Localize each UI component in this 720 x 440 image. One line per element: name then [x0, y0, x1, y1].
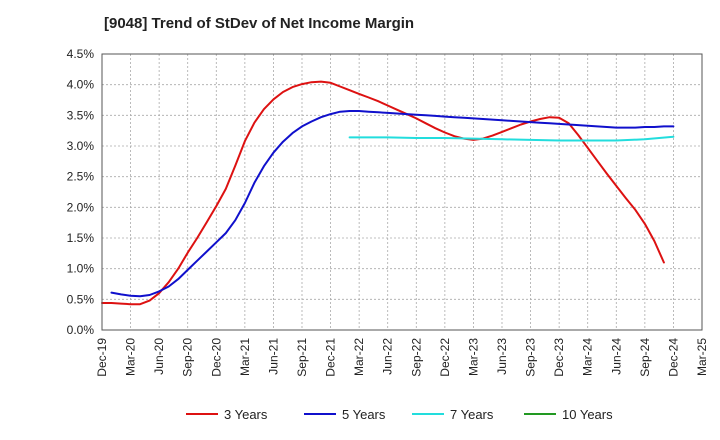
x-tick-label: Sep-24	[638, 338, 652, 377]
x-tick-label: Jun-21	[266, 338, 280, 375]
x-tick-label: Mar-21	[238, 338, 252, 376]
y-tick-label: 1.5%	[67, 231, 95, 245]
grid-lines	[101, 53, 703, 331]
y-tick-label: 0.0%	[67, 323, 95, 337]
legend-label: 5 Years	[342, 407, 386, 422]
x-tick-label: Sep-21	[295, 338, 309, 377]
x-tick-label: Dec-21	[324, 338, 338, 377]
x-tick-label: Mar-20	[124, 338, 138, 376]
y-tick-label: 4.5%	[67, 47, 95, 61]
chart-title: [9048] Trend of StDev of Net Income Marg…	[104, 15, 415, 32]
x-tick-label: Dec-24	[666, 338, 680, 377]
y-tick-label: 2.0%	[67, 200, 95, 214]
series-line-7-years	[348, 135, 675, 142]
y-tick-label: 4.0%	[67, 78, 95, 92]
y-tick-label: 3.5%	[67, 108, 95, 122]
plot-area	[102, 54, 702, 330]
series-lines	[101, 80, 675, 306]
x-tick-label: Dec-22	[438, 338, 452, 377]
series-line-5-years	[110, 110, 675, 298]
legend: 3 Years 5 Years 7 Years 10 Years	[186, 407, 613, 422]
plot-frame	[101, 53, 703, 331]
y-tick-labels: 0.0% 0.5% 1.0% 1.5% 2.0% 2.5% 3.0% 3.5% 4.0% 4.5%	[67, 47, 95, 337]
y-tick-label: 3.0%	[67, 139, 95, 153]
x-tick-label: Sep-23	[524, 338, 538, 377]
legend-label: 10 Years	[562, 407, 613, 422]
axes	[101, 53, 703, 331]
x-tick-label: Mar-23	[466, 338, 480, 376]
x-tick-label: Jun-20	[152, 338, 166, 375]
x-tick-label: Dec-23	[552, 338, 566, 377]
x-tick-label: Jun-23	[495, 338, 509, 375]
x-tick-label: Dec-19	[95, 338, 109, 377]
y-tick-label: 0.5%	[67, 292, 95, 306]
x-tick-label: Jun-24	[609, 338, 623, 375]
x-tick-label: Mar-24	[581, 338, 595, 376]
x-tick-label: Dec-20	[209, 338, 223, 377]
legend-label: 3 Years	[224, 407, 268, 422]
x-tick-label: Mar-25	[695, 338, 709, 376]
x-tick-label: Mar-22	[352, 338, 366, 376]
y-tick-label: 1.0%	[67, 262, 95, 276]
x-tick-label: Sep-20	[181, 338, 195, 377]
legend-label: 7 Years	[450, 407, 494, 422]
x-tick-label: Sep-22	[409, 338, 423, 377]
x-tick-labels: Dec-19 Mar-20 Jun-20 Sep-20 Dec-20 Mar-21 Jun-…	[95, 338, 709, 377]
x-tick-label: Jun-22	[381, 338, 395, 375]
y-tick-label: 2.5%	[67, 170, 95, 184]
